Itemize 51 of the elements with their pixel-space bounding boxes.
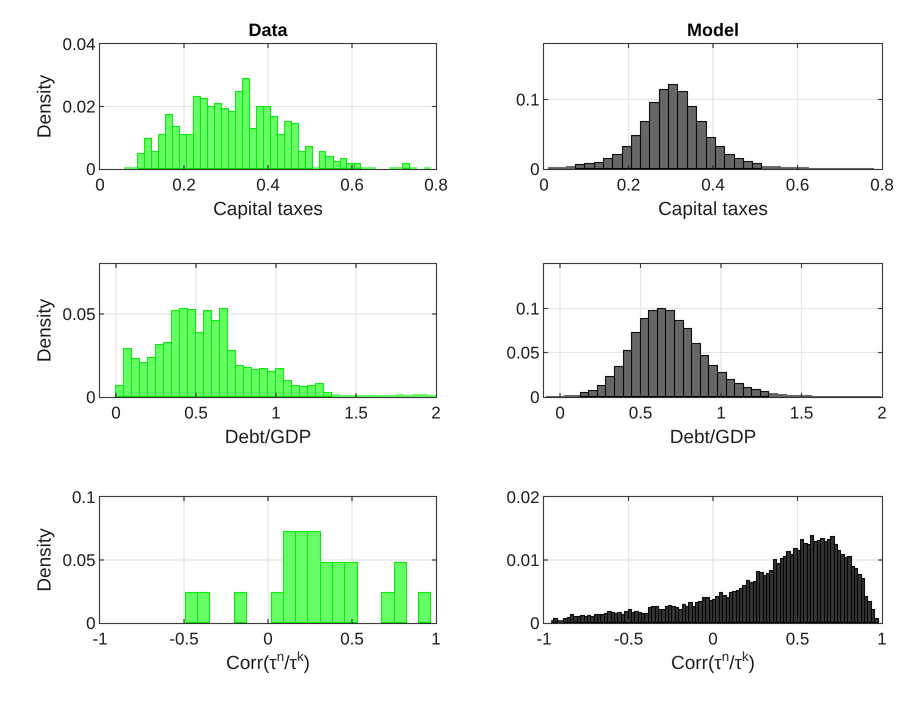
y-tick-label: 0.02 [506, 488, 540, 507]
x-tick-label: 0.4 [701, 175, 725, 194]
x-tick-label: 0.5 [340, 629, 364, 648]
x-axis-title: Corr(τ$^{n}$/τ$^{k}$) [671, 649, 755, 674]
y-tick-label: 0 [86, 160, 96, 179]
y-tick-label: 0.04 [62, 34, 96, 54]
x-tick-label: 0.5 [786, 629, 810, 648]
x-tick-label: 0 [555, 403, 565, 422]
x-tick-label: 0.2 [616, 175, 640, 194]
chart-title: Model [687, 20, 739, 40]
x-axis-title: Debt/GDP [224, 427, 312, 448]
y-tick-label: 0.05 [506, 344, 540, 363]
x-tick-label: -0.5 [614, 629, 644, 648]
y-tick-label: 0.1 [516, 90, 540, 110]
y-tick-label: 0.1 [516, 299, 540, 318]
y-tick-label: 0.1 [72, 488, 96, 507]
x-tick-label: 0.6 [340, 175, 364, 194]
x-axis-title: Capital taxes [213, 199, 323, 220]
x-tick-label: -0.5 [169, 629, 199, 648]
x-tick-label: 0 [708, 629, 718, 648]
x-tick-label: 0.8 [870, 175, 894, 194]
x-tick-label: 0.8 [424, 175, 448, 194]
x-tick-label: 1.5 [790, 403, 814, 422]
x-axis-title: Capital taxes [658, 199, 768, 220]
x-tick-label: 0.6 [786, 175, 810, 194]
x-axis-title: Debt/GDP [670, 427, 756, 448]
x-tick-label: 2 [877, 403, 887, 422]
x-tick-label: 2 [431, 403, 441, 422]
x-tick-label: 0 [263, 629, 273, 648]
x-tick-label: 1.5 [344, 403, 368, 422]
chart-title: Data [248, 20, 288, 40]
x-tick-label: 1 [431, 629, 441, 648]
x-tick-label: 0.4 [256, 175, 280, 194]
x-tick-label: 0.2 [172, 175, 196, 194]
y-axis-title: Density [34, 298, 56, 362]
y-tick-label: 0.02 [62, 97, 96, 116]
x-tick-label: 1 [877, 629, 887, 648]
y-tick-label: 0.05 [62, 304, 96, 324]
x-tick-label: 1 [716, 403, 726, 422]
x-tick-label: 0.5 [628, 403, 652, 422]
x-tick-label: 1 [271, 403, 281, 422]
y-tick-label: 0.05 [62, 550, 96, 570]
x-tick-label: 0 [111, 403, 121, 422]
y-tick-label: 0.01 [506, 550, 540, 570]
y-axis-title: Density [34, 528, 56, 592]
x-axis-title: Corr(τ$^{n}$/τ$^{k}$) [226, 649, 310, 674]
y-axis-title: Density [34, 74, 56, 138]
x-tick-label: 0.5 [184, 403, 208, 422]
y-tick-label: 0 [86, 388, 96, 407]
y-tick-label: 0 [530, 388, 540, 407]
y-tick-label: 0 [530, 160, 540, 179]
